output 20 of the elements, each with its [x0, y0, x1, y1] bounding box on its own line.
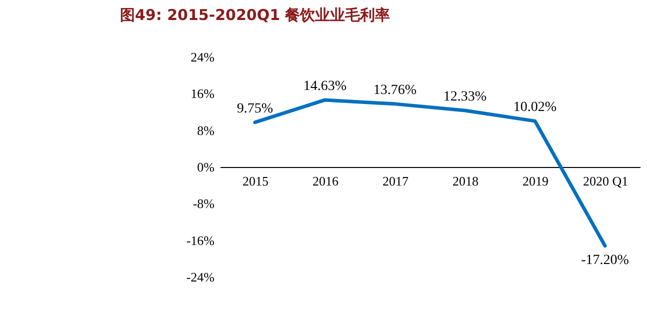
data-label: 10.02%: [513, 100, 557, 116]
x-tick-label: 2018: [452, 174, 478, 188]
data-label: 14.63%: [303, 78, 347, 94]
data-label: 13.76%: [373, 82, 417, 98]
data-label: 9.75%: [236, 101, 274, 116]
y-tick-label: 16%: [190, 86, 215, 102]
y-tick-label: -24%: [186, 270, 215, 284]
y-tick-label: 0%: [197, 160, 215, 174]
x-tick-label: 2016: [312, 174, 339, 188]
x-tick-label: 2017: [382, 174, 409, 188]
y-tick-label: -16%: [186, 232, 215, 248]
y-tick-label: 24%: [190, 50, 215, 64]
x-tick-label: 2020 Q1: [582, 174, 628, 188]
x-tick-label: 2015: [242, 174, 268, 188]
data-label: 12.33%: [443, 89, 487, 104]
data-label: -17.20%: [581, 252, 630, 268]
y-tick-label: 8%: [197, 122, 215, 138]
y-tick-label: -8%: [192, 196, 215, 212]
chart-title: 图49: 2015-2020Q1 餐饮业业毛利率: [120, 6, 390, 24]
x-tick-label: 2019: [522, 174, 548, 188]
